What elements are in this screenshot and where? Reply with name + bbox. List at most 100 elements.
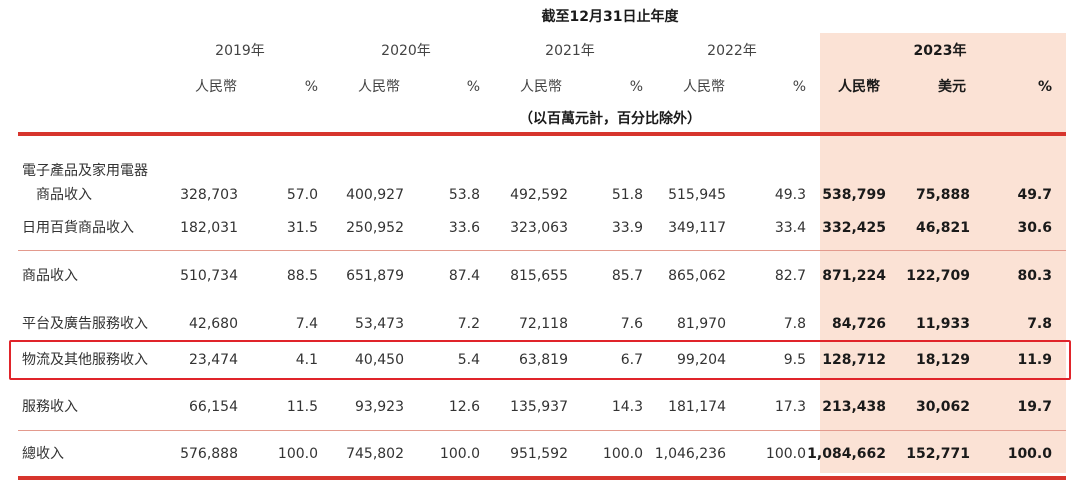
unit-note: （以百萬元計，百分比除外） [519, 111, 701, 127]
year-2022-header: 2022年 [707, 43, 757, 59]
cell-2022-rmb: 865,062 [668, 268, 726, 284]
row-label: 服務收入 [22, 399, 78, 415]
cell-2019-rmb: 510,734 [180, 268, 238, 284]
cell-2022-rmb: 1,046,236 [654, 446, 726, 462]
cell-2023-pct: 80.3 [1017, 268, 1052, 284]
cell-2023-usd: 30,062 [915, 399, 970, 415]
cell-2023-pct: 100.0 [1007, 446, 1052, 462]
cell-2019-rmb: 42,680 [189, 316, 238, 332]
total-rule [18, 430, 1066, 431]
cell-2019-pct: 4.1 [295, 352, 318, 368]
rmb-2019-header: 人民幣 [195, 79, 237, 95]
cell-2020-pct: 12.6 [448, 399, 480, 415]
row-label: 日用百貨商品收入 [22, 220, 134, 236]
cell-2022-rmb: 181,174 [668, 399, 726, 415]
row-label: 商品收入 [22, 268, 78, 284]
cell-2023-usd: 18,129 [915, 352, 970, 368]
cell-2023-pct: 7.8 [1027, 316, 1052, 332]
cell-2022-rmb: 99,204 [677, 352, 726, 368]
cell-2022-rmb: 81,970 [677, 316, 726, 332]
row-label: 平台及廣告服務收入 [22, 316, 148, 332]
cell-2020-pct: 33.6 [448, 220, 480, 236]
row-label: 物流及其他服務收入 [22, 352, 148, 368]
cell-2023-usd: 75,888 [915, 187, 970, 203]
cell-2023-usd: 11,933 [915, 316, 970, 332]
pct-2022-header: % [792, 79, 806, 95]
subtotal-rule [18, 250, 1066, 251]
cell-2020-pct: 87.4 [448, 268, 480, 284]
cell-2019-pct: 57.0 [286, 187, 318, 203]
cell-2020-pct: 100.0 [439, 446, 480, 462]
cell-2021-rmb: 135,937 [510, 399, 568, 415]
cell-2019-rmb: 328,703 [180, 187, 238, 203]
row-label: 總收入 [22, 446, 64, 462]
cell-2019-rmb: 66,154 [189, 399, 238, 415]
rmb-2022-header: 人民幣 [683, 79, 725, 95]
footer-rule [18, 476, 1066, 480]
pct-2023-header: % [1037, 79, 1052, 95]
cell-2023-pct: 30.6 [1017, 220, 1052, 236]
cell-2023-rmb: 1,084,662 [807, 446, 886, 462]
rmb-2021-header: 人民幣 [520, 79, 562, 95]
cell-2022-rmb: 515,945 [668, 187, 726, 203]
cell-2021-pct: 33.9 [611, 220, 643, 236]
cell-2023-pct: 49.7 [1017, 187, 1052, 203]
cell-2021-pct: 14.3 [611, 399, 643, 415]
highlight-column-2023 [820, 33, 1066, 473]
cell-2020-rmb: 745,802 [346, 446, 404, 462]
row-label: 電子產品及家用電器 [22, 163, 148, 179]
cell-2019-rmb: 23,474 [189, 352, 238, 368]
cell-2023-usd: 152,771 [906, 446, 970, 462]
cell-2021-rmb: 815,655 [510, 268, 568, 284]
cell-2023-rmb: 871,224 [822, 268, 886, 284]
period-header: 截至12月31日止年度 [541, 9, 679, 25]
cell-2020-rmb: 53,473 [355, 316, 404, 332]
cell-2019-pct: 11.5 [286, 399, 318, 415]
year-2019-header: 2019年 [215, 43, 265, 59]
cell-2023-rmb: 538,799 [822, 187, 886, 203]
cell-2021-rmb: 63,819 [519, 352, 568, 368]
cell-2020-rmb: 250,952 [346, 220, 404, 236]
cell-2023-rmb: 332,425 [822, 220, 886, 236]
cell-2023-pct: 11.9 [1017, 352, 1052, 368]
usd-2023-header: 美元 [938, 79, 966, 95]
cell-2019-pct: 88.5 [286, 268, 318, 284]
cell-2021-pct: 100.0 [602, 446, 643, 462]
pct-2021-header: % [629, 79, 643, 95]
cell-2020-pct: 5.4 [457, 352, 480, 368]
header-rule [18, 132, 1066, 136]
cell-2019-rmb: 576,888 [180, 446, 238, 462]
cell-2021-rmb: 951,592 [510, 446, 568, 462]
cell-2019-pct: 7.4 [295, 316, 318, 332]
cell-2022-pct: 33.4 [774, 220, 806, 236]
cell-2022-pct: 9.5 [783, 352, 806, 368]
cell-2022-rmb: 349,117 [668, 220, 726, 236]
cell-2023-usd: 122,709 [906, 268, 970, 284]
rmb-2020-header: 人民幣 [358, 79, 400, 95]
cell-2021-rmb: 492,592 [510, 187, 568, 203]
cell-2022-pct: 7.8 [783, 316, 806, 332]
pct-2019-header: % [304, 79, 318, 95]
cell-2020-rmb: 40,450 [355, 352, 404, 368]
year-2023-header: 2023年 [913, 43, 967, 59]
cell-2023-rmb: 128,712 [822, 352, 886, 368]
cell-2020-pct: 7.2 [457, 316, 480, 332]
cell-2022-pct: 82.7 [774, 268, 806, 284]
cell-2022-pct: 100.0 [765, 446, 806, 462]
cell-2022-pct: 49.3 [774, 187, 806, 203]
cell-2021-pct: 85.7 [611, 268, 643, 284]
cell-2023-rmb: 213,438 [822, 399, 886, 415]
year-2020-header: 2020年 [381, 43, 431, 59]
cell-2021-rmb: 323,063 [510, 220, 568, 236]
row-label-cont: 商品收入 [36, 187, 92, 203]
highlight-box [9, 340, 1071, 380]
pct-2020-header: % [466, 79, 480, 95]
year-2021-header: 2021年 [545, 43, 595, 59]
cell-2020-pct: 53.8 [448, 187, 480, 203]
cell-2020-rmb: 651,879 [346, 268, 404, 284]
cell-2021-pct: 51.8 [611, 187, 643, 203]
cell-2023-usd: 46,821 [915, 220, 970, 236]
cell-2019-pct: 100.0 [277, 446, 318, 462]
cell-2019-rmb: 182,031 [180, 220, 238, 236]
rmb-2023-header: 人民幣 [838, 79, 880, 95]
